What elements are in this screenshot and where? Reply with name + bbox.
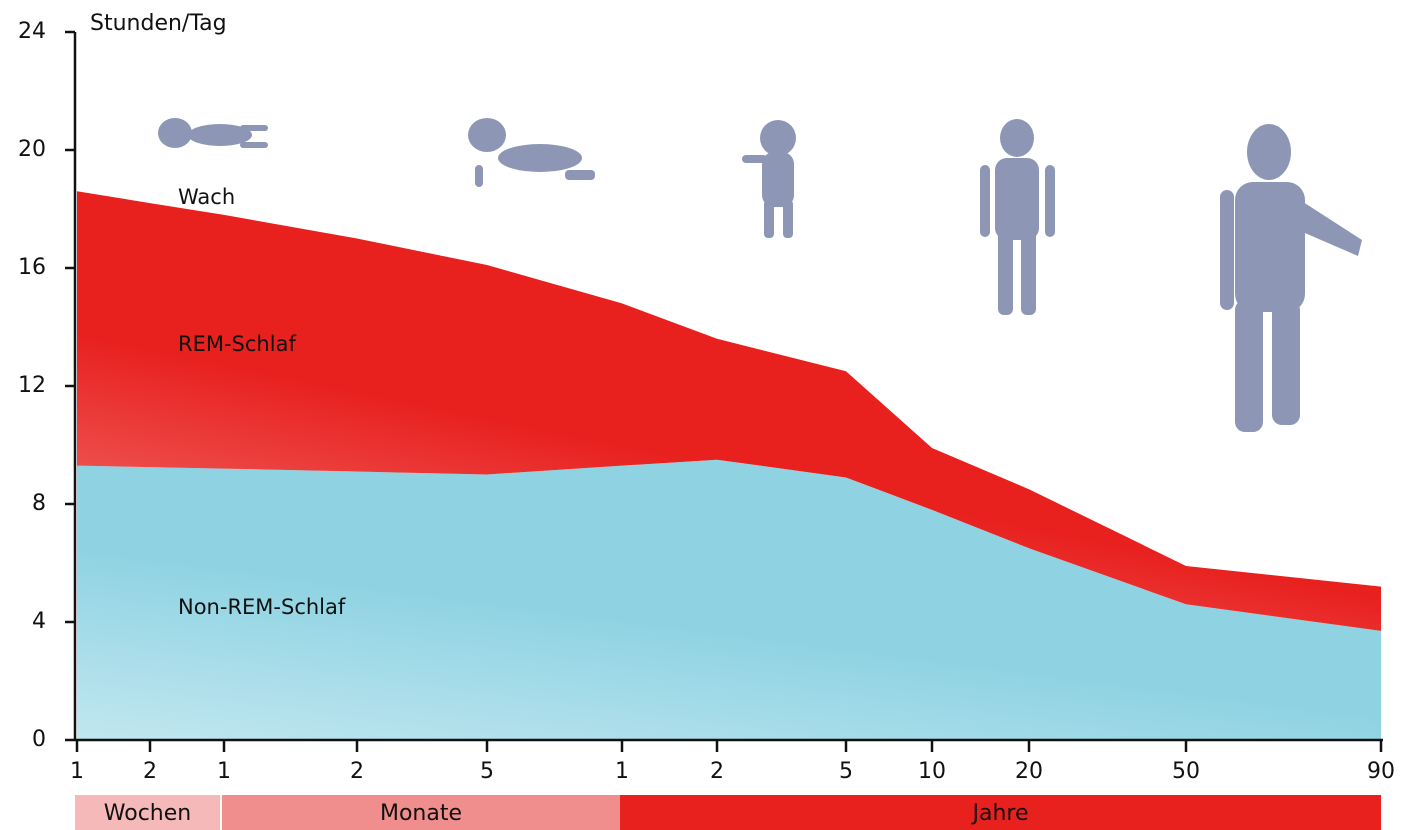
baby-crawling: [468, 118, 595, 187]
chart: Stunden/Tag Wach Non-REM-Schlaf REM-Schl…: [0, 0, 1401, 830]
x-tick-label: 2: [710, 759, 724, 784]
period-label: Jahre: [970, 801, 1028, 826]
x-tick-label: 90: [1367, 759, 1395, 784]
toddler: [742, 120, 796, 238]
y-tick-label: 8: [32, 491, 46, 516]
period-label: Monate: [380, 801, 462, 826]
y-tick-label: 12: [18, 373, 46, 398]
x-tick-label: 5: [839, 759, 853, 784]
adult: [1220, 124, 1362, 432]
period-label: Wochen: [104, 801, 191, 826]
x-tick-label: 10: [918, 759, 946, 784]
x-tick-label: 5: [480, 759, 494, 784]
x-tick-label: 20: [1015, 759, 1043, 784]
x-tick-label: 1: [615, 759, 629, 784]
x-tick-label: 2: [143, 759, 157, 784]
y-tick-label: 24: [18, 19, 46, 44]
x-tick-label: 2: [350, 759, 364, 784]
y-tick-label: 20: [18, 137, 46, 162]
area-label: REM-Schlaf: [178, 332, 296, 356]
area-label: Non-REM-Schlaf: [178, 595, 346, 619]
y-tick-label: 4: [32, 609, 46, 634]
x-tick-label: 1: [70, 759, 84, 784]
x-tick-label: 1: [217, 759, 231, 784]
child: [980, 119, 1055, 315]
annotation: Wach: [178, 185, 235, 209]
x-tick-label: 50: [1172, 759, 1200, 784]
y-tick-label: 0: [32, 727, 46, 752]
baby-lying: [158, 118, 268, 148]
y-axis-label: Stunden/Tag: [90, 11, 227, 36]
y-tick-label: 16: [18, 255, 46, 280]
